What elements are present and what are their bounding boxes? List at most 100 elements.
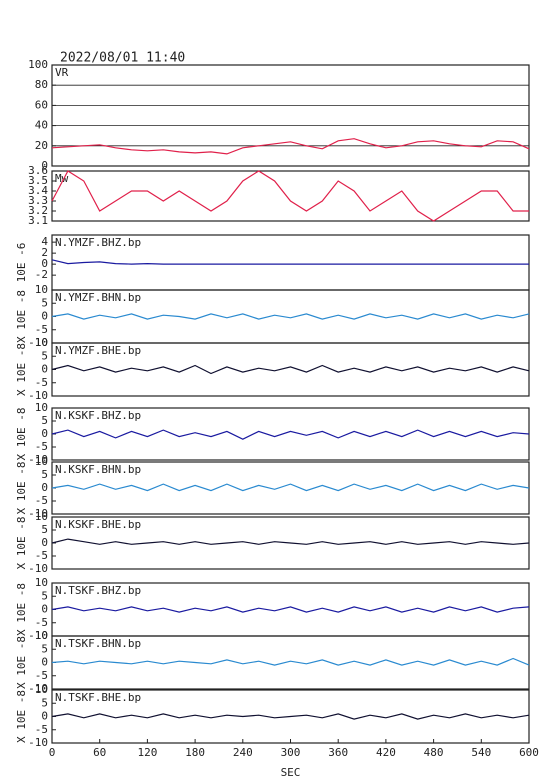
y-tick-label: 3.4 bbox=[28, 184, 48, 197]
y-tick-label: 0 bbox=[41, 427, 48, 440]
y-tick-label: 10 bbox=[35, 629, 48, 642]
y-tick-label: 100 bbox=[28, 58, 48, 71]
y-tick-label: 5 bbox=[41, 696, 48, 709]
y-tick-label: 0 bbox=[41, 310, 48, 323]
y-tick-label: -2 bbox=[35, 268, 48, 281]
y-tick-label: -10 bbox=[28, 389, 48, 402]
y-tick-label: 5 bbox=[41, 523, 48, 536]
y-tick-label: 2 bbox=[41, 246, 48, 259]
waveform bbox=[51, 313, 530, 320]
y-tick-label: -5 bbox=[35, 723, 48, 736]
x-tick-label: 600 bbox=[519, 746, 539, 759]
y-axis-label: X 10E -8 bbox=[15, 462, 28, 515]
y-tick-label: 5 bbox=[41, 642, 48, 655]
y-tick-label: 10 bbox=[35, 401, 48, 414]
y-tick-label: -5 bbox=[35, 440, 48, 453]
y-tick-label: 0 bbox=[41, 603, 48, 616]
y-tick-label: 0 bbox=[41, 159, 48, 172]
y-tick-label: 5 bbox=[41, 589, 48, 602]
y-tick-label: 60 bbox=[35, 98, 48, 111]
y-tick-label: 10 bbox=[35, 455, 48, 468]
x-tick-label: 300 bbox=[281, 746, 301, 759]
waveform bbox=[51, 259, 529, 265]
x-axis-label: SEC bbox=[281, 766, 301, 779]
y-axis-label: X 10E -8 bbox=[15, 583, 28, 636]
y-tick-label: 3.5 bbox=[28, 174, 48, 187]
chart-title: 2022/08/01 11:40 bbox=[60, 51, 185, 66]
y-tick-label: 3.1 bbox=[28, 214, 48, 227]
y-tick-label: 0 bbox=[41, 710, 48, 723]
y-axis-label: X 10E -8 bbox=[15, 408, 28, 461]
x-tick-label: 480 bbox=[424, 746, 444, 759]
y-tick-label: -5 bbox=[35, 549, 48, 562]
y-tick-label: 10 bbox=[35, 683, 48, 696]
y-tick-label: 5 bbox=[41, 349, 48, 362]
x-tick-label: 180 bbox=[185, 746, 205, 759]
y-axis-label: X 10E -8 bbox=[15, 636, 28, 689]
panel-label: N.TSKF.BHZ.bp bbox=[55, 584, 141, 597]
y-tick-label: -5 bbox=[35, 323, 48, 336]
y-tick-label: 10 bbox=[35, 336, 48, 349]
y-tick-label: 40 bbox=[35, 119, 48, 132]
y-tick-label: 5 bbox=[41, 468, 48, 481]
y-tick-label: -10 bbox=[28, 682, 48, 695]
panel-label: N.YMZF.BHE.bp bbox=[55, 344, 141, 357]
x-tick-label: 360 bbox=[328, 746, 348, 759]
waveform bbox=[51, 429, 530, 440]
y-axis-label: X 10E -8 bbox=[15, 517, 28, 570]
y-axis-label: X 10E -8 bbox=[15, 343, 28, 396]
y-tick-label: 20 bbox=[35, 139, 48, 152]
waveform bbox=[51, 364, 530, 375]
waveform bbox=[51, 657, 530, 666]
y-tick-label: -10 bbox=[28, 629, 48, 642]
x-tick-label: 420 bbox=[376, 746, 396, 759]
y-tick-label: 5 bbox=[41, 414, 48, 427]
x-tick-label: 0 bbox=[49, 746, 56, 759]
y-tick-label: 3.6 bbox=[28, 164, 48, 177]
panel-label: N.KSKF.BHE.bp bbox=[55, 518, 141, 531]
y-tick-label: 4 bbox=[41, 235, 48, 248]
y-tick-label: -5 bbox=[35, 669, 48, 682]
y-tick-label: 0 bbox=[41, 536, 48, 549]
waveform bbox=[51, 170, 529, 222]
waveform bbox=[51, 713, 530, 720]
y-tick-label: 3.2 bbox=[28, 204, 48, 217]
x-tick-label: 240 bbox=[233, 746, 253, 759]
y-axis-label: X 10E -8 bbox=[15, 290, 28, 343]
waveform bbox=[51, 138, 530, 155]
panel-frame bbox=[51, 170, 530, 222]
panel-frame bbox=[51, 64, 530, 167]
y-tick-label: -5 bbox=[35, 616, 48, 629]
y-tick-label: 0 bbox=[41, 656, 48, 669]
y-tick-label: -10 bbox=[28, 507, 48, 520]
y-tick-label: -5 bbox=[35, 376, 48, 389]
waveform bbox=[51, 538, 530, 545]
y-tick-label: 5 bbox=[41, 296, 48, 309]
x-tick-label: 540 bbox=[471, 746, 491, 759]
panel-label: N.TSKF.BHN.bp bbox=[55, 637, 141, 650]
y-axis-label: X 10E -8 bbox=[15, 690, 28, 743]
y-tick-label: 10 bbox=[35, 576, 48, 589]
panel-label: N.YMZF.BHZ.bp bbox=[55, 236, 141, 249]
panel-label: N.YMZF.BHN.bp bbox=[55, 291, 141, 304]
y-tick-label: 0 bbox=[41, 257, 48, 270]
y-tick-label: -10 bbox=[28, 562, 48, 575]
y-axis-label: 10E -6 bbox=[15, 243, 28, 283]
y-tick-label: 80 bbox=[35, 78, 48, 91]
y-tick-label: -10 bbox=[28, 736, 48, 749]
panel-label: N.KSKF.BHN.bp bbox=[55, 463, 141, 476]
waveform bbox=[51, 606, 530, 613]
y-tick-label: 10 bbox=[35, 283, 48, 296]
y-tick-label: -10 bbox=[28, 336, 48, 349]
x-tick-label: 120 bbox=[137, 746, 157, 759]
y-tick-label: -10 bbox=[28, 453, 48, 466]
y-tick-label: 0 bbox=[41, 363, 48, 376]
y-tick-label: 0 bbox=[41, 481, 48, 494]
y-tick-label: -5 bbox=[35, 494, 48, 507]
y-tick-label: 10 bbox=[35, 510, 48, 523]
x-tick-label: 60 bbox=[93, 746, 106, 759]
panel-label: N.TSKF.BHE.bp bbox=[55, 691, 141, 704]
panel-label: N.KSKF.BHZ.bp bbox=[55, 409, 141, 422]
y-tick-label: 3.3 bbox=[28, 194, 48, 207]
